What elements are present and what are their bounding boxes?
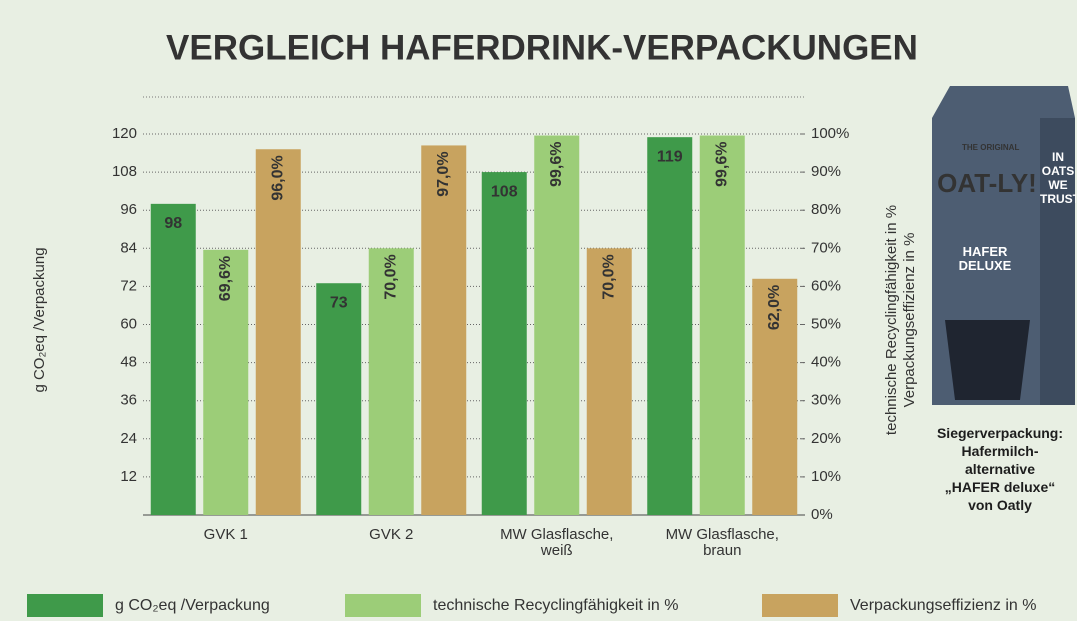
bar bbox=[647, 137, 692, 515]
caption: Siegerverpackung:Hafermilch-alternative„… bbox=[925, 424, 1075, 514]
caption-line: Siegerverpackung: bbox=[925, 424, 1075, 442]
carton-text: HAFER DELUXE bbox=[955, 245, 1015, 273]
carton: THE ORIGINAL OAT-LY! IN OATS WE TRUST HA… bbox=[932, 86, 1076, 405]
bar bbox=[421, 145, 466, 515]
data-label: 108 bbox=[491, 183, 518, 200]
caption-line: „HAFER deluxe“ bbox=[925, 478, 1075, 496]
carton-slogan: IN OATS WE TRUST bbox=[1040, 150, 1076, 230]
y2-tick-label: 70% bbox=[811, 239, 841, 256]
legend-label: g CO₂eq /Verpackung bbox=[115, 597, 270, 614]
y2-axis-label: Verpackungseffizienz in % bbox=[901, 233, 918, 408]
y2-tick-label: 80% bbox=[811, 201, 841, 218]
legend-swatch bbox=[345, 594, 421, 617]
carton-text: THE ORIGINAL bbox=[962, 143, 1019, 152]
y2-tick-label: 0% bbox=[811, 506, 833, 523]
data-label: 73 bbox=[330, 294, 348, 311]
y-tick-label: 24 bbox=[120, 430, 137, 447]
y2-axis-label: technische Recyclingfähigkeit in % bbox=[883, 205, 900, 435]
y2-tick-label: 40% bbox=[811, 354, 841, 371]
x-tick-label: GVK 1 bbox=[161, 527, 291, 543]
bar bbox=[151, 204, 196, 515]
y-tick-label: 96 bbox=[120, 201, 137, 218]
y-tick-label: 108 bbox=[112, 163, 137, 180]
legend-swatch bbox=[27, 594, 103, 617]
y2-tick-label: 10% bbox=[811, 468, 841, 485]
x-tick-label: GVK 2 bbox=[326, 527, 456, 543]
y-tick-label: 12 bbox=[120, 468, 137, 485]
carton-text: IN OATS WE TRUST bbox=[1040, 150, 1076, 206]
y2-tick-label: 90% bbox=[811, 163, 841, 180]
data-label: 99,6% bbox=[713, 142, 730, 187]
y-axis-label: g CO₂eq /Verpackung bbox=[31, 247, 48, 392]
legend-label: technische Recyclingfähigkeit in % bbox=[433, 597, 678, 614]
data-label: 98 bbox=[164, 215, 182, 232]
data-label: 70,0% bbox=[382, 254, 399, 299]
y2-tick-label: 30% bbox=[811, 392, 841, 409]
data-label: 97,0% bbox=[435, 151, 452, 196]
bar bbox=[316, 283, 361, 515]
legend-swatch bbox=[762, 594, 838, 617]
y-tick-label: 60 bbox=[120, 315, 137, 332]
data-label: 119 bbox=[657, 148, 683, 165]
y-tick-label: 120 bbox=[112, 125, 137, 142]
bar bbox=[700, 136, 745, 515]
caption-line: Hafermilch- bbox=[925, 442, 1075, 460]
y2-tick-label: 50% bbox=[811, 315, 841, 332]
data-label: 96,0% bbox=[269, 155, 286, 200]
carton-text: OAT-LY! bbox=[937, 168, 1037, 198]
caption-line: von Oatly bbox=[925, 496, 1075, 514]
chart-title: VERGLEICH HAFERDRINK-VERPACKUNGEN bbox=[166, 28, 918, 67]
x-tick-label: MW Glasflasche, weiß bbox=[492, 527, 622, 559]
bar bbox=[534, 136, 579, 515]
data-label: 70,0% bbox=[600, 254, 617, 299]
page: VERGLEICH HAFERDRINK-VERPACKUNGEN g CO₂e… bbox=[0, 0, 1077, 621]
y2-tick-label: 20% bbox=[811, 430, 841, 447]
carton-glass bbox=[945, 320, 1030, 400]
y-tick-label: 48 bbox=[120, 354, 137, 371]
y-tick-label: 84 bbox=[120, 239, 137, 256]
data-label: 69,6% bbox=[217, 256, 234, 301]
carton-product: HAFER DELUXE bbox=[955, 245, 1015, 285]
y2-tick-label: 100% bbox=[811, 125, 849, 142]
x-tick-label: MW Glasflasche, braun bbox=[657, 527, 787, 559]
y2-tick-label: 60% bbox=[811, 277, 841, 294]
y-tick-label: 72 bbox=[120, 277, 137, 294]
caption-line: alternative bbox=[925, 460, 1075, 478]
data-label: 99,6% bbox=[548, 142, 565, 187]
bar bbox=[482, 172, 527, 515]
y-tick-label: 36 bbox=[120, 392, 137, 409]
data-label: 62,0% bbox=[766, 285, 783, 330]
legend-label: Verpackungseffizienz in % bbox=[850, 597, 1036, 614]
bar bbox=[256, 149, 301, 515]
